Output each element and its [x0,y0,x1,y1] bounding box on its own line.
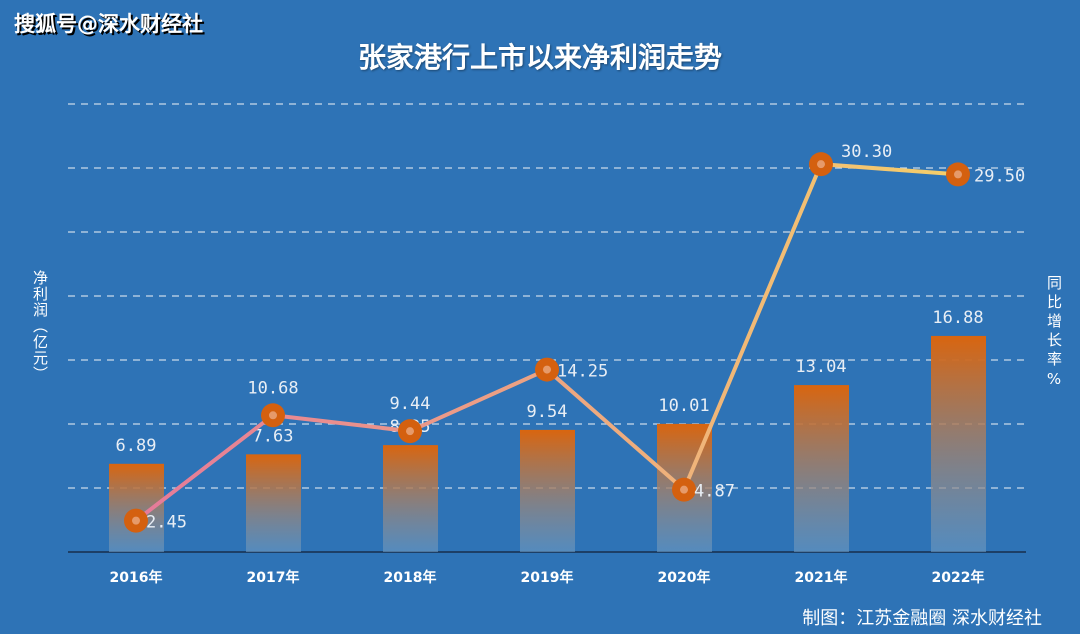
line-marker-core [406,427,414,436]
line-marker-core [269,411,277,420]
line-marker-core [680,485,688,494]
bar [931,335,986,552]
line-label: 10.68 [247,378,298,398]
bar [383,445,438,552]
bar-label: 6.89 [116,436,157,456]
bar [794,385,849,552]
line-marker-core [132,516,140,525]
credit-text: 制图：江苏金融圈 深水财经社 [802,608,1042,629]
y2-axis-label: 同比增长率% [1045,275,1063,392]
line-label: 2.45 [146,513,187,533]
bar [520,429,575,552]
bar-label: 7.63 [253,426,294,446]
bar [246,454,301,552]
x-tick-label: 2018年 [384,569,437,586]
line-marker-core [543,365,551,374]
x-tick-label: 2017年 [247,569,300,586]
x-tick-label: 2022年 [932,569,985,586]
chart-title: 张家港行上市以来净利润走势 [357,41,722,74]
line-label: 4.87 [694,482,735,502]
line-label: 14.25 [557,362,608,382]
x-tick-label: 2016年 [110,569,163,586]
bar-label: 9.54 [527,402,568,422]
y-axis-label: 净利润（亿元） [31,270,49,382]
line-label: 9.44 [390,394,431,414]
bar-label: 10.01 [658,396,709,416]
line-marker-core [954,170,962,179]
bar-label: 16.88 [932,308,983,328]
x-tick-label: 2021年 [795,569,848,586]
x-tick-label: 2019年 [521,569,574,586]
line-label: 30.30 [841,142,892,162]
line-marker-core [817,160,825,169]
x-tick-label: 2020年 [658,569,711,586]
bar-label: 13.04 [795,357,846,377]
watermark: 搜狐号@深水财经社 [14,12,203,36]
line-label: 29.50 [974,166,1025,186]
